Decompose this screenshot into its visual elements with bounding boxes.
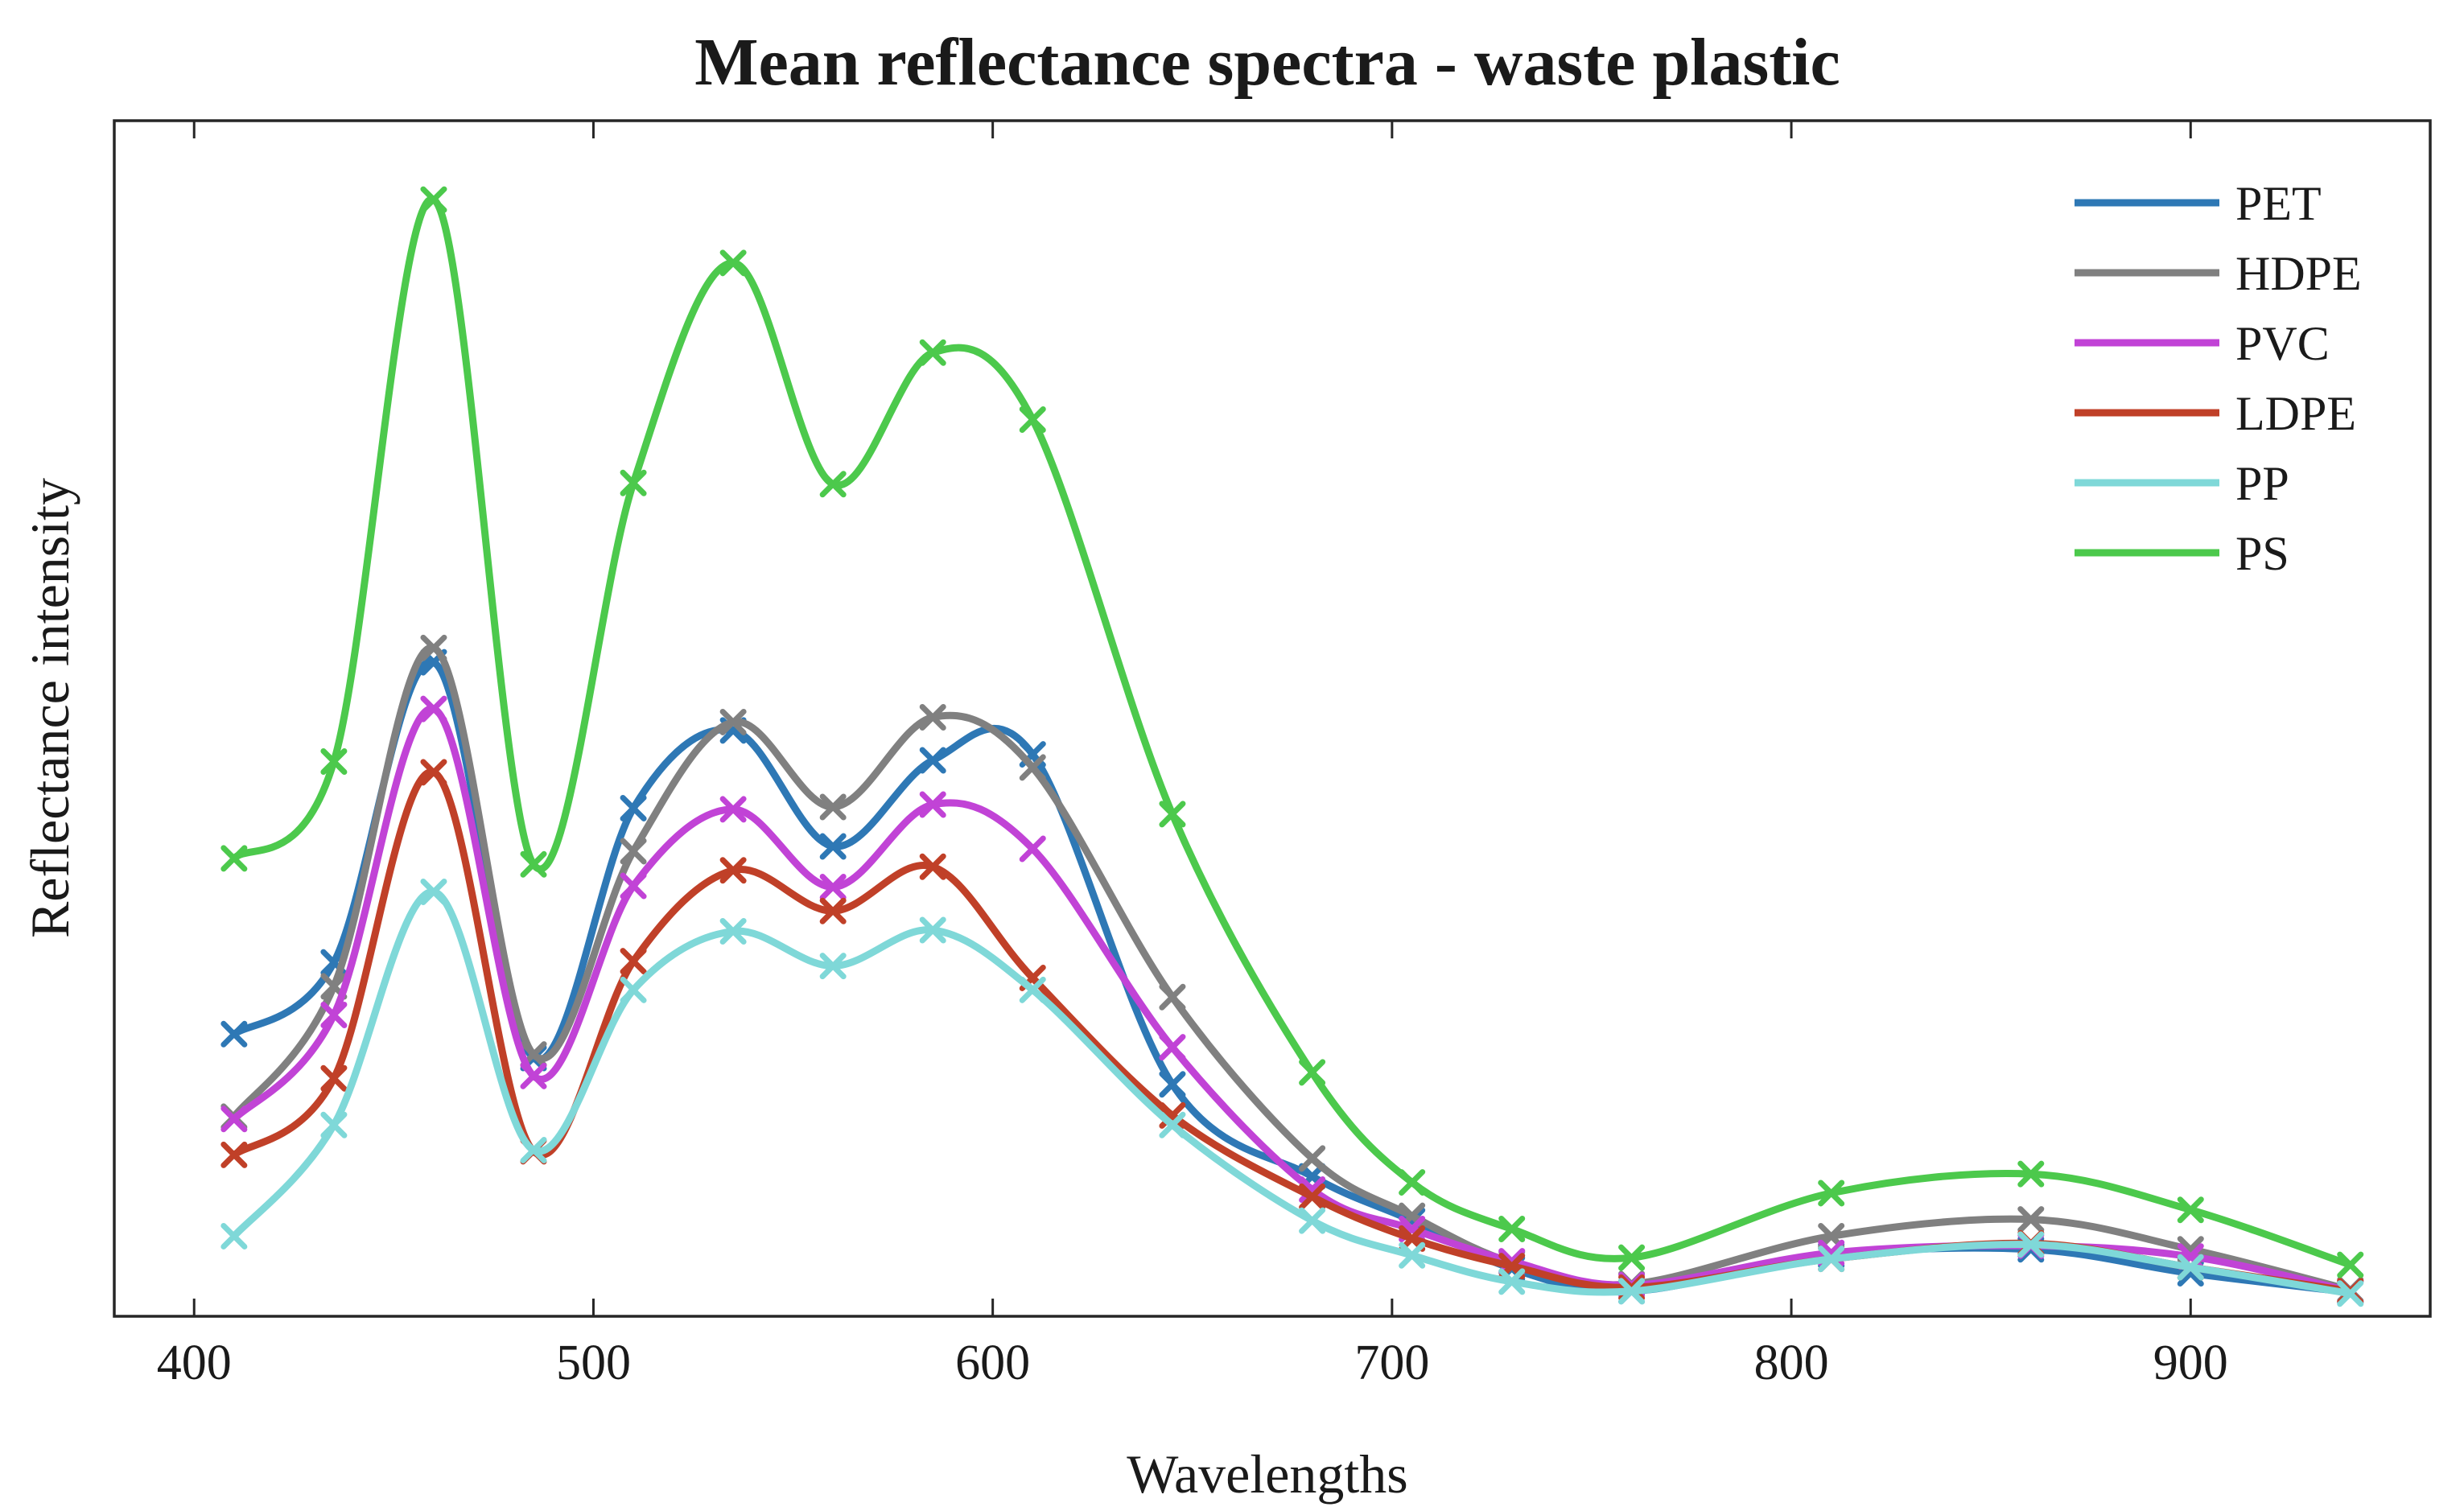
data-point-ps	[2177, 1196, 2204, 1224]
legend-label-pp: PP	[2235, 457, 2289, 510]
data-point-hdpe	[1019, 754, 1046, 781]
data-point-pet	[1159, 1071, 1186, 1098]
legend-label-ldpe: LDPE	[2235, 387, 2356, 440]
data-point-pp	[819, 953, 847, 980]
data-point-pvc	[520, 1062, 547, 1089]
data-point-pp	[320, 1111, 348, 1138]
x-tick-label: 600	[955, 1336, 1030, 1390]
data-point-pvc	[220, 1105, 248, 1133]
series-markers-hdpe	[220, 634, 2364, 1303]
data-point-ps	[1399, 1169, 1426, 1196]
data-point-ps	[420, 186, 447, 213]
data-point-pp	[220, 1222, 248, 1250]
data-point-ps	[1299, 1059, 1326, 1086]
data-point-hdpe	[1299, 1145, 1326, 1172]
data-point-pp	[1019, 976, 1046, 1003]
x-axis-label: Wavelengths	[1127, 1443, 1408, 1505]
data-point-hdpe	[620, 838, 647, 865]
data-point-ldpe	[719, 857, 747, 884]
data-point-ps	[320, 747, 348, 775]
data-point-pp	[2337, 1280, 2364, 1307]
data-point-pp	[2177, 1254, 2204, 1281]
chart-title: Mean reflectance spectra - waste plastic	[694, 25, 1840, 100]
data-point-ldpe	[819, 897, 847, 924]
series-line-hdpe	[230, 644, 2355, 1294]
data-point-ps	[1019, 406, 1046, 433]
data-point-pp	[1159, 1111, 1186, 1138]
data-point-pp	[1818, 1245, 1845, 1273]
data-point-ps	[620, 469, 647, 496]
series-line-ps	[230, 196, 2355, 1269]
series-markers-ps	[220, 186, 2364, 1278]
data-point-ps	[1818, 1180, 1845, 1207]
y-axis-label: Reflectance intensity	[19, 478, 80, 938]
data-point-ldpe	[1299, 1183, 1326, 1210]
x-tick-label: 800	[1754, 1336, 1829, 1390]
data-point-ldpe	[919, 853, 946, 880]
data-point-ps	[520, 850, 547, 878]
data-point-pet	[919, 747, 946, 774]
data-point-pp	[2017, 1231, 2045, 1258]
data-point-pet	[220, 1020, 248, 1048]
data-point-hdpe	[819, 793, 847, 821]
data-point-pvc	[1019, 835, 1046, 863]
data-point-pvc	[320, 1002, 348, 1029]
data-point-pp	[719, 918, 747, 945]
legend-label-hdpe: HDPE	[2235, 247, 2362, 300]
data-point-pvc	[819, 874, 847, 901]
x-tick-label: 700	[1354, 1336, 1429, 1390]
data-point-hdpe	[719, 708, 747, 735]
data-point-ps	[1159, 801, 1186, 828]
series-markers-pp	[220, 878, 2364, 1307]
data-point-pp	[1299, 1207, 1326, 1234]
legend-label-ps: PS	[2235, 527, 2289, 580]
data-point-pvc	[1159, 1034, 1186, 1061]
data-point-pet	[620, 794, 647, 821]
data-point-ps	[220, 845, 248, 872]
legend-label-pvc: PVC	[2235, 317, 2330, 370]
data-point-pet	[819, 833, 847, 860]
data-point-pp	[1498, 1268, 1526, 1295]
data-point-ldpe	[420, 759, 447, 786]
series-line-pet	[230, 658, 2355, 1296]
data-point-ps	[719, 249, 747, 277]
data-point-pvc	[420, 695, 447, 723]
data-point-ps	[2017, 1160, 2045, 1188]
data-point-ldpe	[620, 948, 647, 975]
data-point-ps	[919, 339, 946, 366]
legend-label-pet: PET	[2235, 177, 2322, 230]
data-point-ldpe	[320, 1064, 348, 1092]
data-point-ps	[1618, 1244, 1646, 1271]
data-point-ps	[2337, 1251, 2364, 1278]
data-point-ps	[819, 471, 847, 498]
x-tick-label: 400	[157, 1336, 232, 1390]
data-point-pp	[1399, 1241, 1426, 1269]
data-point-pp	[420, 878, 447, 905]
data-point-pp	[1618, 1278, 1646, 1305]
data-point-ps	[1498, 1216, 1526, 1243]
data-point-pvc	[919, 791, 946, 818]
x-tick-label: 900	[2153, 1336, 2228, 1390]
axes-box	[113, 119, 2432, 1318]
data-point-pvc	[719, 796, 747, 823]
data-point-hdpe	[2017, 1206, 2045, 1233]
data-point-hdpe	[1159, 983, 1186, 1011]
data-point-pp	[520, 1136, 547, 1163]
series-line-pp	[230, 888, 2355, 1298]
x-tick-label: 500	[556, 1336, 631, 1390]
data-point-pvc	[620, 872, 647, 900]
data-point-ldpe	[220, 1141, 248, 1168]
legend: PET HDPE PVC LDPE PP PS	[2075, 177, 2362, 580]
data-point-pp	[919, 916, 946, 944]
data-point-hdpe	[919, 704, 946, 731]
data-point-pp	[620, 976, 647, 1003]
series-line-pvc	[230, 705, 2355, 1295]
data-point-hdpe	[420, 634, 447, 661]
plot-area: 400 500 600 700 800 900	[113, 119, 2432, 1390]
